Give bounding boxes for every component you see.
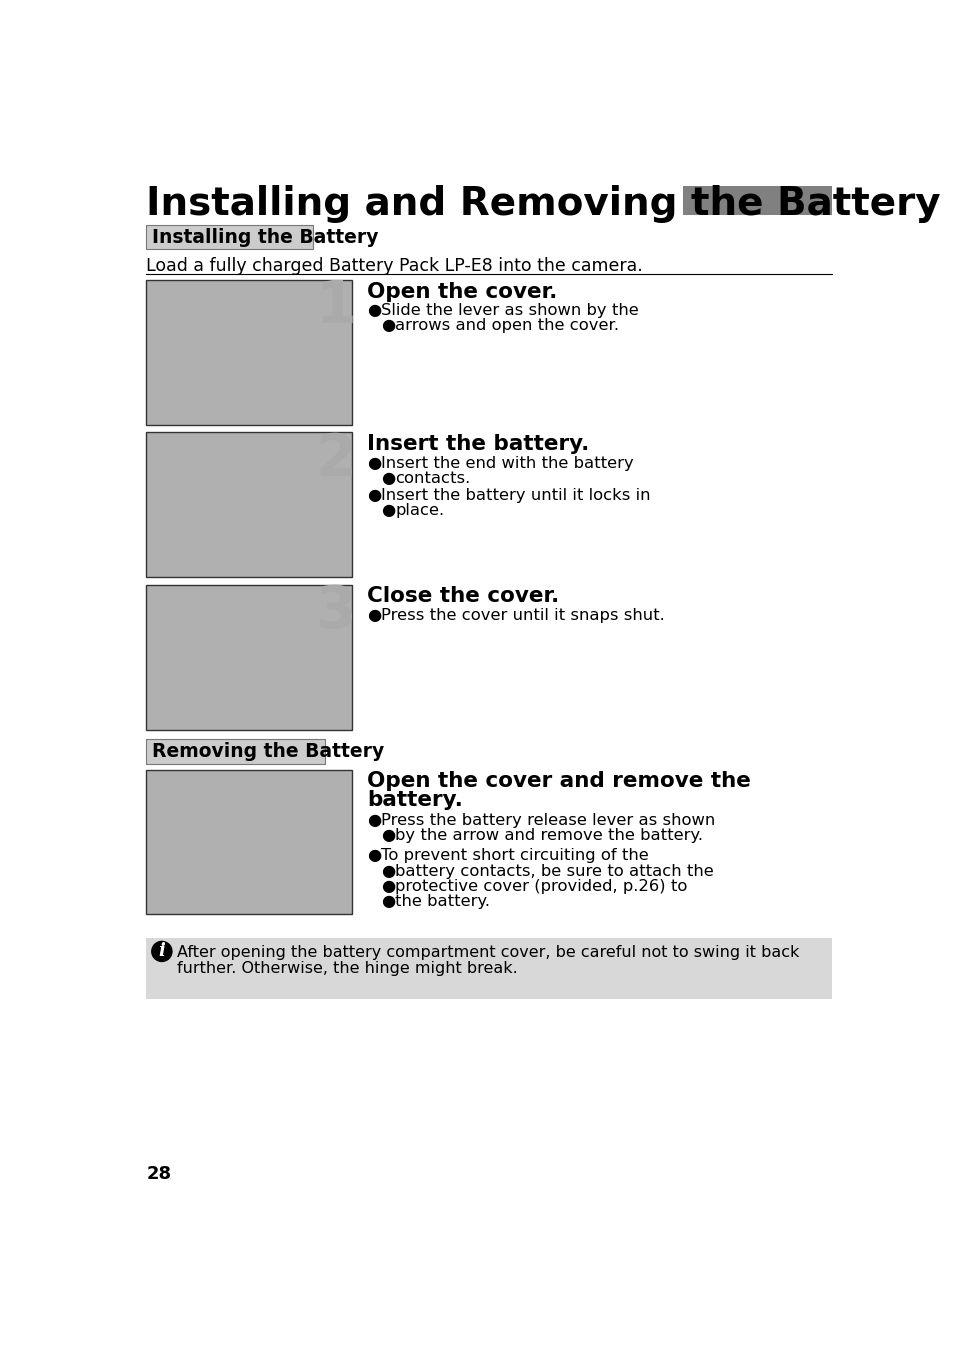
Bar (146, 585, 352, 729)
Text: Installing the Battery: Installing the Battery (152, 227, 378, 246)
Text: ●: ● (367, 849, 381, 863)
Text: Close the cover.: Close the cover. (367, 586, 558, 607)
Text: ●: ● (381, 471, 395, 486)
Text: Open the cover.: Open the cover. (367, 281, 558, 301)
Text: Press the battery release lever as shown: Press the battery release lever as shown (381, 812, 715, 827)
Bar (146, 225, 313, 249)
Text: ●: ● (367, 456, 381, 471)
Text: Open the cover and remove the: Open the cover and remove the (367, 771, 750, 791)
Text: After opening the battery compartment cover, be careful not to swing it back: After opening the battery compartment co… (177, 946, 799, 960)
Text: 28: 28 (146, 1165, 172, 1184)
Text: Insert the battery until it locks in: Insert the battery until it locks in (381, 488, 650, 503)
Text: battery contacts, be sure to attach the: battery contacts, be sure to attach the (395, 863, 713, 878)
Text: ●: ● (367, 608, 381, 623)
Text: Insert the battery.: Insert the battery. (367, 434, 589, 455)
Bar (146, 769, 352, 915)
Text: Insert the end with the battery: Insert the end with the battery (381, 456, 634, 471)
Text: ●: ● (381, 880, 395, 894)
Text: contacts.: contacts. (395, 471, 470, 486)
Text: the battery.: the battery. (395, 894, 490, 909)
Bar (146, 280, 352, 425)
Text: ●: ● (381, 863, 395, 878)
Text: by the arrow and remove the battery.: by the arrow and remove the battery. (395, 829, 702, 843)
Text: Removing the Battery: Removing the Battery (152, 742, 384, 761)
Text: further. Otherwise, the hinge might break.: further. Otherwise, the hinge might brea… (177, 960, 517, 975)
Text: ●: ● (367, 303, 381, 317)
Text: Load a fully charged Battery Pack LP-E8 into the camera.: Load a fully charged Battery Pack LP-E8 … (146, 257, 642, 274)
Text: battery.: battery. (367, 790, 462, 810)
Bar (146, 433, 352, 577)
Text: Slide the lever as shown by the: Slide the lever as shown by the (381, 303, 639, 317)
Text: i: i (158, 941, 165, 959)
Text: protective cover (provided, p.26) to: protective cover (provided, p.26) to (395, 880, 687, 894)
Bar (146, 738, 324, 764)
Text: Press the cover until it snaps shut.: Press the cover until it snaps shut. (381, 608, 664, 623)
Bar (146, 937, 831, 999)
Text: To prevent short circuiting of the: To prevent short circuiting of the (381, 849, 648, 863)
Text: ●: ● (367, 488, 381, 503)
Text: 2: 2 (314, 430, 355, 488)
Text: place.: place. (395, 503, 444, 518)
Text: ●: ● (381, 894, 395, 909)
Text: ●: ● (381, 829, 395, 843)
Text: Installing and Removing the Battery: Installing and Removing the Battery (146, 184, 940, 222)
Text: ●: ● (381, 503, 395, 518)
Text: arrows and open the cover.: arrows and open the cover. (395, 319, 618, 334)
Text: ●: ● (367, 812, 381, 827)
Text: ●: ● (381, 319, 395, 334)
Circle shape (152, 941, 172, 962)
Text: 1: 1 (314, 278, 355, 335)
Bar (682, 186, 831, 215)
Text: 3: 3 (314, 584, 355, 640)
